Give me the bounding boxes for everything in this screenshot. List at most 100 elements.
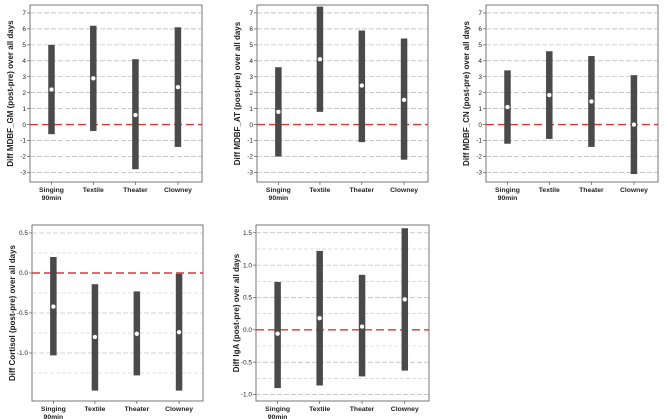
x-tick-label: 90min [42, 195, 62, 202]
mean-point [92, 334, 98, 340]
mean-point [317, 56, 323, 62]
mean-point [50, 303, 57, 310]
y-tick-label: 1 [249, 106, 253, 113]
mean-point [275, 109, 282, 115]
y-tick-label: 4 [22, 58, 26, 65]
x-tick-label: Clowney [391, 406, 419, 413]
mean-point [504, 104, 511, 110]
mean-point [274, 331, 281, 337]
y-tick-label: 2 [249, 90, 253, 97]
mean-point [546, 92, 552, 98]
y-tick-label: 6 [249, 26, 253, 33]
y-tick-label: 2 [478, 90, 482, 97]
y-tick-label: -3 [247, 170, 253, 177]
x-tick-label: 90min [498, 195, 518, 202]
y-tick-label: 1.5 [243, 230, 252, 237]
y-tick-label: 3 [478, 74, 482, 81]
x-tick-label: Textile [309, 187, 330, 194]
y-tick-label: -1.0 [241, 392, 253, 399]
x-tick-label: Theater [350, 187, 375, 194]
plot-frame [256, 4, 429, 183]
x-tick-label: 90min [269, 195, 289, 202]
mean-point [175, 84, 181, 90]
y-tick-label: 0.0 [243, 327, 252, 334]
y-tick-label: -2 [20, 154, 26, 161]
mean-point [134, 331, 140, 337]
y-tick-label: -1 [476, 138, 482, 145]
y-tick-label: -0.5 [241, 359, 253, 366]
x-tick-label: Clowney [165, 406, 193, 413]
y-axis-label: Diff Cortisol (post-pre) over all days [8, 244, 17, 381]
y-tick-label: 7 [249, 10, 253, 17]
mean-point [359, 82, 365, 89]
y-axis-label: Diff IgA (post-pre) over all days [232, 253, 241, 372]
y-tick-label: -3 [20, 170, 26, 177]
plot-frame [485, 4, 659, 183]
y-axis-label: Diff MDBF_CN (post-pre) over all days [462, 20, 471, 165]
x-tick-label: 90min [268, 414, 288, 419]
x-tick-label: Clowney [164, 187, 192, 194]
y-axis-label: Diff MDBF_GM (post-pre) over all days [6, 20, 15, 167]
y-tick-label: 7 [22, 10, 26, 17]
y-tick-label: -1 [20, 138, 26, 145]
x-tick-label: Textile [539, 187, 560, 194]
x-tick-label: 90min [44, 414, 64, 419]
y-tick-label: -3 [476, 170, 482, 177]
y-tick-label: 2 [22, 90, 26, 97]
mean-point [402, 296, 408, 303]
y-tick-label: 4 [249, 58, 253, 65]
y-tick-label: 0.5 [19, 230, 28, 237]
y-tick-label: 0.5 [243, 295, 252, 302]
x-tick-label: Singing [39, 187, 64, 194]
x-tick-label: Singing [266, 187, 291, 194]
x-tick-label: Textile [309, 406, 330, 413]
x-tick-label: Clowney [390, 187, 418, 194]
y-tick-label: 0 [22, 122, 26, 129]
y-tick-label: -1.0 [17, 350, 29, 357]
plot-frame [29, 4, 203, 183]
mean-point [401, 97, 407, 103]
y-tick-label: 5 [478, 42, 482, 49]
x-tick-label: Theater [579, 187, 604, 194]
y-tick-label: -1 [247, 138, 253, 145]
mean-point [317, 315, 323, 321]
y-tick-label: 6 [22, 26, 26, 33]
y-tick-label: 7 [478, 10, 482, 17]
y-tick-label: 0 [249, 122, 253, 129]
y-tick-label: 3 [22, 74, 26, 81]
y-tick-label: 0 [478, 122, 482, 129]
y-tick-label: 1.0 [243, 262, 252, 269]
y-tick-label: 4 [478, 58, 482, 65]
mean-point [132, 112, 139, 118]
y-tick-label: 5 [249, 42, 253, 49]
x-tick-label: Textile [84, 406, 105, 413]
x-tick-label: Clowney [620, 187, 648, 194]
mean-point [90, 75, 96, 82]
y-tick-label: 0.0 [19, 270, 28, 277]
y-tick-label: -2 [247, 154, 253, 161]
y-tick-label: 1 [478, 106, 482, 113]
x-tick-label: Singing [265, 406, 290, 413]
x-tick-label: Theater [123, 187, 148, 194]
y-axis-label: Diff MDBF_AT (post-pre) over all days [233, 21, 242, 165]
y-tick-label: 5 [22, 42, 26, 49]
plot-frame [255, 224, 430, 402]
mean-point [176, 329, 182, 335]
x-tick-label: Singing [495, 187, 520, 194]
x-tick-label: Singing [41, 406, 66, 413]
mean-point [588, 98, 595, 105]
y-tick-label: 3 [249, 74, 253, 81]
x-tick-label: Theater [350, 406, 375, 413]
x-tick-label: Theater [125, 406, 150, 413]
mean-point [631, 121, 637, 128]
mean-point [48, 86, 55, 93]
y-tick-label: 6 [478, 26, 482, 33]
y-tick-label: 1 [22, 106, 26, 113]
mean-point [359, 323, 365, 330]
